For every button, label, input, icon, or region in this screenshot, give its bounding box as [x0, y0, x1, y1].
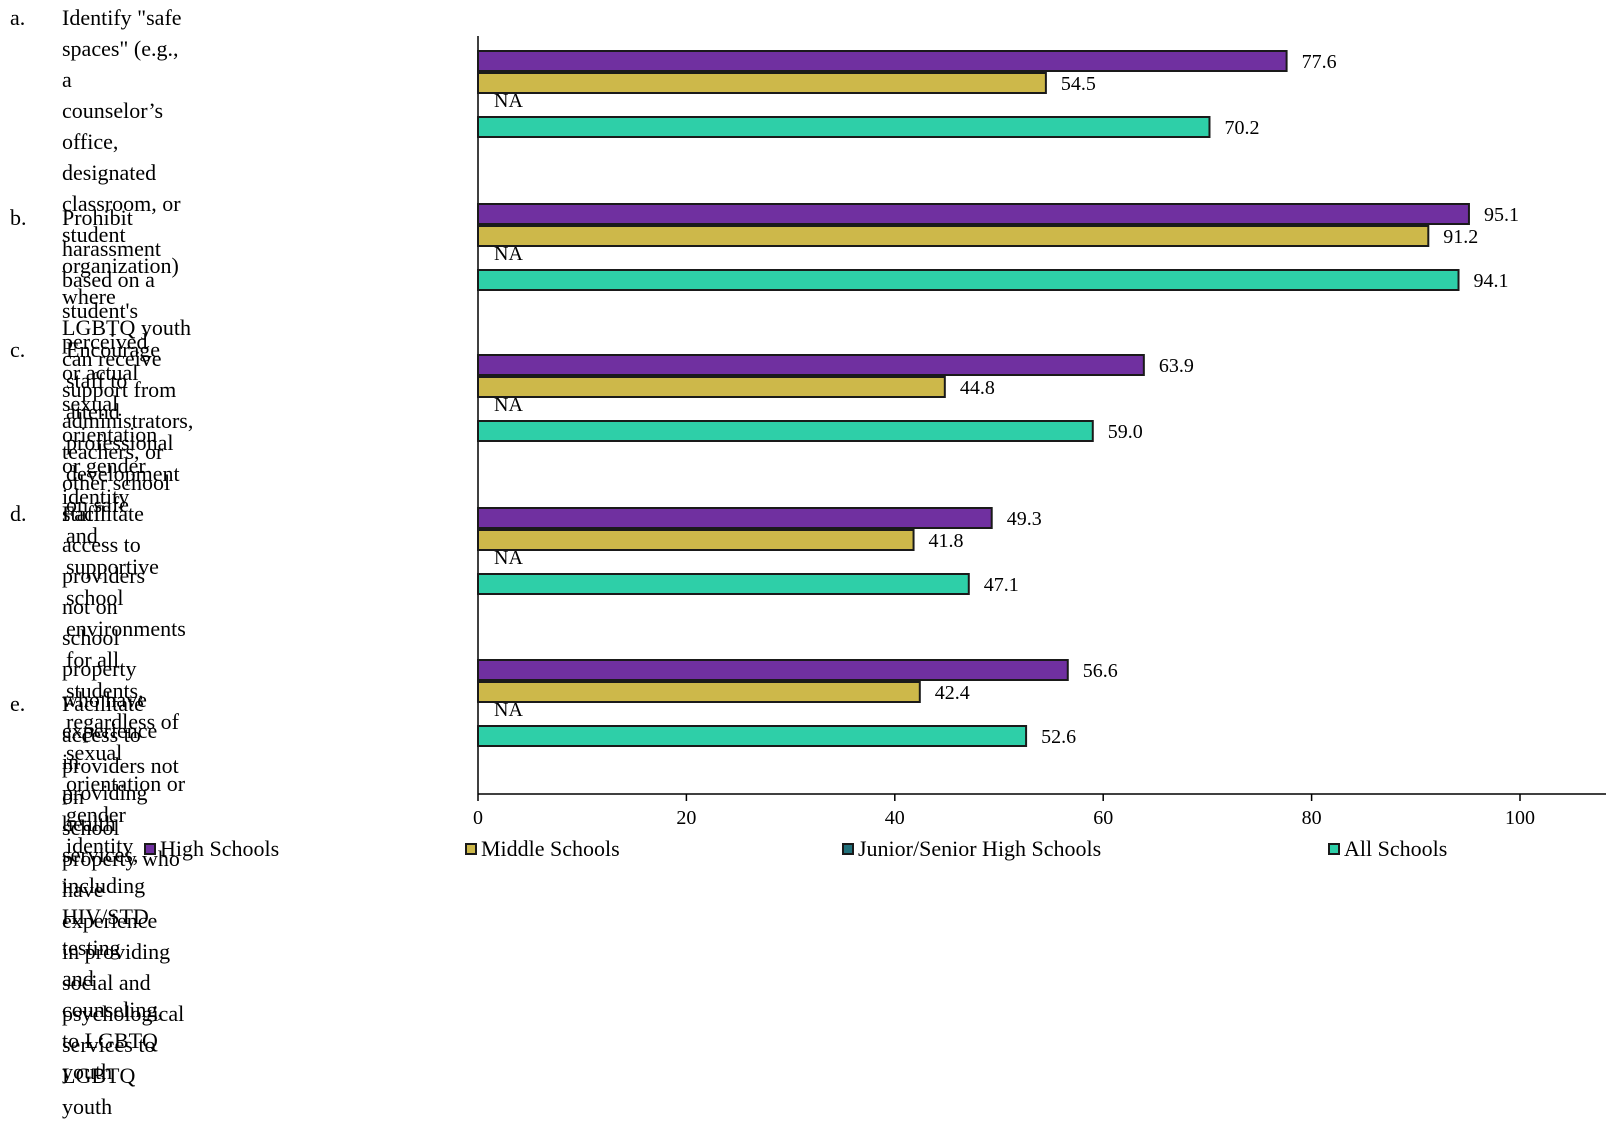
legend-label: All Schools — [1344, 836, 1448, 861]
x-tick-label: 60 — [1093, 807, 1113, 829]
data-label: 70.2 — [1224, 117, 1259, 139]
na-label: NA — [494, 394, 523, 416]
data-label: 44.8 — [960, 377, 995, 399]
legend-swatch — [144, 843, 156, 855]
x-tick-label: 100 — [1505, 807, 1535, 829]
legend-swatch — [465, 843, 477, 855]
legend-label: Junior/Senior High Schools — [858, 836, 1102, 861]
na-label: NA — [494, 90, 523, 112]
data-label: 56.6 — [1083, 660, 1118, 682]
na-label: NA — [494, 243, 523, 265]
data-label: 52.6 — [1041, 726, 1076, 748]
legend-swatch — [842, 843, 854, 855]
legend-label: High Schools — [160, 836, 280, 861]
category-letter: e. — [10, 691, 26, 716]
category-letter: a. — [10, 5, 26, 30]
bar-high-schools-5 — [477, 659, 1069, 681]
bar-middle-schools-1 — [477, 72, 1047, 94]
bar-high-schools-4 — [477, 507, 993, 529]
bar-high-schools-1 — [477, 50, 1288, 72]
data-label: 54.5 — [1061, 73, 1096, 95]
chart: a. Identify "safe spaces" (e.g., a counse… — [10, 5, 1606, 1119]
bar-middle-schools-3 — [477, 376, 946, 398]
data-label: 41.8 — [929, 530, 964, 552]
data-label: 59.0 — [1108, 421, 1143, 443]
legend-label: Middle Schools — [481, 836, 620, 861]
na-label: NA — [494, 547, 523, 569]
bar-high-schools-2 — [477, 203, 1470, 225]
x-tick-label: 0 — [473, 807, 483, 829]
x-tick-label: 40 — [885, 807, 905, 829]
data-label: 42.4 — [935, 682, 970, 704]
data-label: 91.2 — [1443, 226, 1478, 248]
bar-all-schools-2 — [477, 269, 1460, 291]
x-tick-label: 80 — [1302, 807, 1322, 829]
category-letter: b. — [10, 205, 27, 230]
legend-item: All Schools — [1328, 834, 1447, 864]
category-letter: c. — [10, 337, 26, 362]
legend-item: Middle Schools — [465, 834, 620, 864]
data-label: 94.1 — [1474, 270, 1509, 292]
bar-high-schools-3 — [477, 354, 1145, 376]
legend-swatch — [1328, 843, 1340, 855]
data-label: 63.9 — [1159, 355, 1194, 377]
plot-area: 0 20 40 60 80 100 77.6 54.5 NA 70.2 95.1 91.2 NA 94.1… — [473, 36, 1606, 829]
bar-middle-schools-2 — [477, 225, 1430, 247]
bar-middle-schools-4 — [477, 529, 915, 551]
data-label: 49.3 — [1007, 508, 1042, 530]
category-text: Identify "safe spaces" (e.g., a counselo… — [62, 5, 194, 526]
bar-all-schools-1 — [477, 116, 1211, 138]
data-label: 77.6 — [1302, 51, 1337, 73]
bar-all-schools-5 — [477, 725, 1028, 747]
bar-all-schools-3 — [477, 420, 1094, 442]
legend-item: High Schools — [144, 834, 279, 864]
na-label: NA — [494, 699, 523, 721]
category-letter: d. — [10, 501, 27, 526]
data-label: 47.1 — [984, 574, 1019, 596]
bar-middle-schools-5 — [477, 681, 921, 703]
x-tick-label: 20 — [676, 807, 696, 829]
data-label: 95.1 — [1484, 204, 1519, 226]
bar-all-schools-4 — [477, 573, 970, 595]
category-text: Prohibit harassment based on a student's… — [62, 205, 161, 509]
legend-item: Junior/Senior High Schools — [842, 834, 1101, 864]
category-text: Encourage staff to attend professional d… — [66, 337, 186, 858]
